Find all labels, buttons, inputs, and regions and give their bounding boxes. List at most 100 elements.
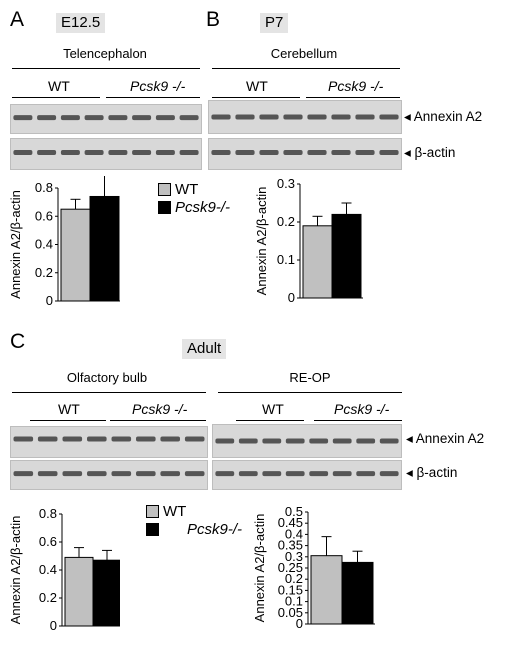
blot-band [132,115,152,121]
age-label-b: P7 [260,13,289,33]
y-tick-label: 0.2 [35,265,53,280]
y-tick-label: 0.1 [285,594,303,609]
arrow-icon: ◂ [406,431,413,446]
panel-letter-a: A [10,8,25,31]
legend-bottom: WT Pcsk9-/- [146,502,242,538]
annexin-bands-a [13,115,199,121]
actin-blot-c-left [10,460,208,490]
y-tick-label: 0.25 [278,560,303,575]
y-tick-label: 0.8 [35,180,53,195]
tissue-underline-c-right [218,392,402,393]
genotype-ko-a: Pcsk9 -/- [130,78,186,94]
age-label-c: Adult [182,339,227,359]
y-axis-label: Annexin A2/β-actin [252,514,267,623]
blot-band [259,150,279,155]
annexin-blot-a [10,104,202,134]
blot-band [87,471,107,477]
actin-label-bottom-text: β-actin [416,465,458,480]
bar-ko [92,559,120,627]
blot-band [13,471,34,477]
tissue-underline-b [212,68,400,69]
blot-band [332,438,352,444]
chart-c-re-op: 00.050.10.150.20.250.30.350.40.450.5 Anne… [252,504,375,631]
blot-band [84,115,104,121]
blot-band [283,114,303,120]
legend-item-wt: WT [158,180,230,198]
genotype-underline-wt-a [12,97,100,98]
blot-band [132,150,152,155]
chart-c-olfactory-bulb: 0 0.2 0.4 0.6 0.8 Annexin A2/β-actin [8,506,120,633]
y-tick-label: 0.2 [277,214,295,229]
y-axis-label: Annexin A2/β-actin [254,187,269,296]
y-axis-label: Annexin A2/β-actin [8,190,23,299]
blot-band [211,150,231,155]
blot-band [211,114,231,120]
genotype-wt-b: WT [246,78,268,94]
actin-bands-c-left [13,471,205,477]
y-tick-label: 0 [50,618,57,633]
blot-band [262,438,282,444]
bar-ko [331,213,362,299]
genotype-wt-c-left: WT [58,401,80,417]
genotype-wt-a: WT [48,78,70,94]
annexin-label-bottom-text: Annexin A2 [415,431,485,446]
legend-label-wt: WT [163,502,187,520]
y-tick-label: 0.5 [285,504,303,519]
y-tick-label: 0.05 [278,605,303,620]
blot-band [60,115,80,121]
blot-band [332,471,352,477]
y-tick-label: 0.6 [39,534,57,549]
blot-band [60,150,80,155]
blot-band [179,115,199,121]
actin-blot-b [208,138,402,170]
blot-band [235,150,255,155]
blot-band [84,150,104,155]
blot-band [285,471,305,477]
legend-item-ko: Pcsk9-/- [158,198,230,216]
blot-band [262,471,282,477]
legend-top: WT Pcsk9-/- [158,180,230,216]
legend-swatch-wt [158,182,171,196]
blot-band [379,114,399,120]
y-tick-label: 0 [46,293,53,308]
blot-band [215,438,235,444]
blot-band [259,114,279,120]
bar-ko [341,561,374,625]
blot-band [13,115,33,121]
blot-band [111,471,132,477]
blot-band [62,471,83,477]
blot-band [309,438,329,444]
genotype-underline-ko-b [306,97,400,98]
y-tick-label: 0.4 [35,237,53,252]
y-tick-label: 0.15 [278,582,303,597]
y-tick-label: 0.4 [285,526,303,541]
annexin-label-top: ◂ Annexin A2 [404,109,482,125]
actin-label-top: ◂ β-actin [404,145,455,161]
blot-band [108,115,128,121]
annexin-blot-c-right [212,424,402,458]
bar-wt [60,208,91,302]
blot-band [379,150,399,155]
genotype-ko-c-right: Pcsk9 -/- [334,401,390,417]
genotype-ko-c-left: Pcsk9 -/- [132,401,188,417]
blot-band [87,436,107,442]
blot-band [184,436,205,442]
blot-band [307,150,327,155]
annexin-blot-b [208,100,402,134]
blot-band [283,150,303,155]
blot-band [356,438,376,444]
age-label-a: E12.5 [56,13,106,33]
actin-label-bottom: ◂ β-actin [406,465,457,481]
genotype-underline-ko-c-right [314,420,402,421]
genotype-underline-wt-b [212,97,300,98]
annexin-bands-c-right [215,438,399,444]
genotype-underline-ko-a [106,97,200,98]
blot-band [160,471,180,477]
blot-band [13,150,33,155]
blot-band [160,436,180,442]
blot-band [235,114,255,120]
bar-wt [310,555,343,625]
blot-band [37,471,58,477]
blot-band [108,150,128,155]
legend-swatch-ko [158,200,171,214]
